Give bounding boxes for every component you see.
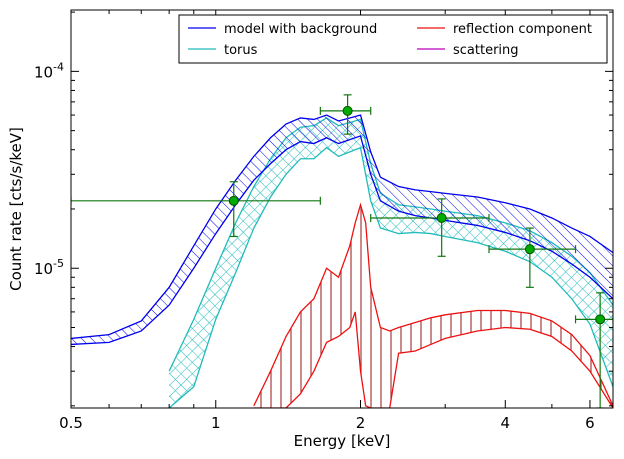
y-tick-label: 10-5 (34, 257, 64, 278)
reflection-lower-line (253, 311, 613, 408)
model-band-fill (71, 115, 613, 345)
legend-label-reflection: reflection component (453, 22, 592, 37)
data-marker (436, 212, 447, 223)
legend-label-torus: torus (224, 43, 258, 58)
data-point (488, 227, 577, 288)
model-upper-line (71, 114, 613, 340)
model-lower-line (71, 135, 613, 346)
reflection-band-fill (253, 204, 613, 408)
data-marker (342, 105, 353, 116)
data-point (319, 94, 372, 135)
x-tick-label: 2 (356, 414, 366, 432)
y-tick-label: 10-4 (34, 60, 64, 81)
legend-label-model: model with background (224, 22, 377, 37)
legend-label-scattering: scattering (453, 43, 519, 58)
data-point (574, 292, 613, 408)
data-point (71, 181, 321, 238)
x-tick-label: 1 (211, 414, 221, 432)
plot-area (71, 94, 613, 408)
reflection-upper-line (253, 202, 613, 407)
data-marker (228, 195, 239, 206)
y-axis-label: Count rate [cts/s/keV] (7, 127, 25, 291)
plot-frame (70, 9, 614, 409)
legend: model with background reflection compone… (178, 14, 608, 64)
x-tick-label: 4 (501, 414, 511, 432)
axis-ticks: 0.5 1 2 4 6 10-5 10-4 (34, 10, 613, 432)
x-tick-label: 6 (585, 414, 595, 432)
x-axis-label: Energy [keV] (294, 432, 391, 450)
data-point (370, 198, 490, 257)
data-marker (524, 244, 535, 255)
torus-lower-line (168, 146, 613, 408)
data-marker (595, 314, 606, 325)
x-tick-label: 0.5 (59, 414, 83, 432)
legend-box (178, 14, 608, 64)
